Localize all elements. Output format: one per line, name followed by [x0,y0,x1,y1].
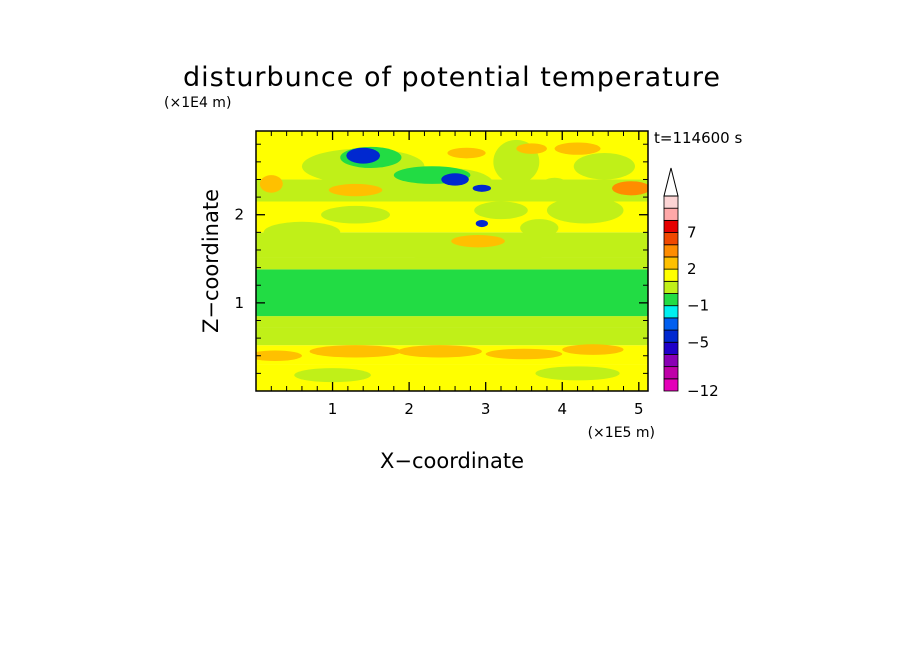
x-tick-label-1: 2 [404,400,414,418]
field-cell-24 [441,173,469,186]
field-cell-26 [475,220,488,228]
field-band-4 [256,269,648,317]
colorbar-swatch-1 [663,366,679,380]
y-axis-label: Z−coordinate [199,189,223,333]
colorbar-label-3: 2 [687,260,697,278]
colorbar-swatch-2 [663,354,679,368]
x-axis-unit: (×1E5 m) [588,425,655,441]
plot-frame [255,130,649,392]
colorbar-swatch-11 [663,244,679,258]
field-cell-12 [328,183,383,197]
field-cell-16 [573,153,635,180]
colorbar-swatch-4 [663,329,679,343]
field-cell-3 [485,348,563,360]
field-cell-4 [562,344,624,355]
y-tick-label-1: 2 [234,206,244,224]
y-axis-ticks: 12 [234,143,648,374]
field-cell-15 [539,177,570,199]
field-cell-11 [259,175,283,193]
field-cell-27 [447,147,486,159]
field-cell-25 [472,184,492,192]
contour-field [256,131,648,391]
colorbar-swatch-10 [663,256,679,270]
colorbar-swatch-3 [663,341,679,355]
field-cell-14 [546,197,624,224]
y-tick-label-0: 1 [234,294,244,312]
colorbar: −12−5−127 [663,167,719,400]
field-cell-17 [612,181,648,196]
x-tick-label-3: 4 [557,400,567,418]
field-cell-23 [346,147,381,164]
colorbar-extend-arrow [663,167,679,197]
x-tick-label-2: 3 [481,400,491,418]
field-band-2 [256,327,648,346]
colorbar-swatch-9 [663,268,679,282]
field-cell-5 [294,368,371,383]
colorbar-swatch-12 [663,232,679,246]
field-cell-2 [397,345,482,358]
x-tick-label-0: 1 [328,400,338,418]
field-cell-1 [309,345,402,358]
field-cell-6 [535,366,620,381]
x-axis-ticks: 1 2 3 4 5 [270,131,644,418]
field-cell-9 [393,241,456,250]
field-cell-10 [451,235,505,248]
y-axis-unit: (×1E4 m) [164,95,231,111]
x-axis-label: X−coordinate [380,449,524,473]
field-band-5 [256,257,648,270]
field-cell-29 [554,142,601,155]
field-cell-30 [474,201,528,220]
colorbar-swatch-8 [663,280,679,294]
field-cell-13 [321,205,390,224]
field-cell-0 [256,350,302,362]
time-label: t=114600 s [654,129,742,147]
colorbar-swatch-6 [663,305,679,319]
field-cell-31 [520,219,559,237]
chart-title: disturbunce of potential temperature [183,62,721,93]
colorbar-label-1: −5 [687,333,709,351]
colorbar-swatch-14 [663,207,679,221]
colorbar-label-0: −12 [687,382,719,400]
field-cell-28 [516,143,547,154]
colorbar-swatch-7 [663,293,679,307]
colorbar-swatch-13 [663,219,679,233]
colorbar-swatch-15 [663,195,679,209]
colorbar-label-4: 7 [687,224,697,242]
x-tick-label-4: 5 [634,400,644,418]
field-band-3 [256,316,648,328]
colorbar-swatch-0 [663,378,679,392]
colorbar-swatch-5 [663,317,679,331]
colorbar-label-2: −1 [687,297,709,315]
field-cell-8 [263,221,341,243]
field-cell-7 [409,247,547,262]
